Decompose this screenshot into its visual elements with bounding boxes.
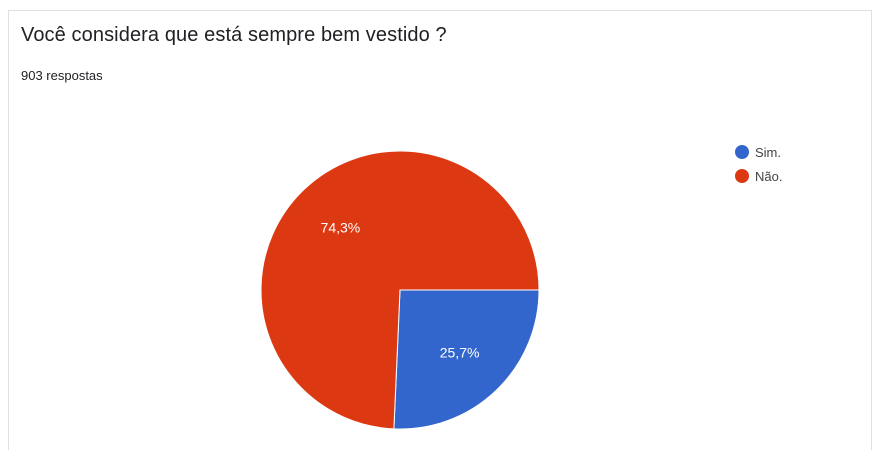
legend-item-nao[interactable]: Não.: [735, 164, 782, 188]
legend-swatch-sim: [735, 145, 749, 159]
legend-item-sim[interactable]: Sim.: [735, 140, 782, 164]
pie-label-sim: 25,7%: [440, 344, 480, 360]
legend-swatch-nao: [735, 169, 749, 183]
legend-label-sim: Sim.: [755, 144, 781, 160]
pie-slice-sim[interactable]: [393, 289, 540, 430]
pie-slices: [260, 150, 540, 430]
pie-labels: 25,7% 74,3%: [321, 220, 480, 361]
pie-label-nao: 74,3%: [321, 220, 361, 236]
legend-label-nao: Não.: [755, 168, 783, 184]
response-count: 903 respostas: [21, 68, 103, 83]
pie-slice-nao[interactable]: [260, 150, 540, 430]
chart-legend: Sim. Não.: [735, 140, 782, 188]
question-title: Você considera que está sempre bem vesti…: [21, 24, 447, 46]
